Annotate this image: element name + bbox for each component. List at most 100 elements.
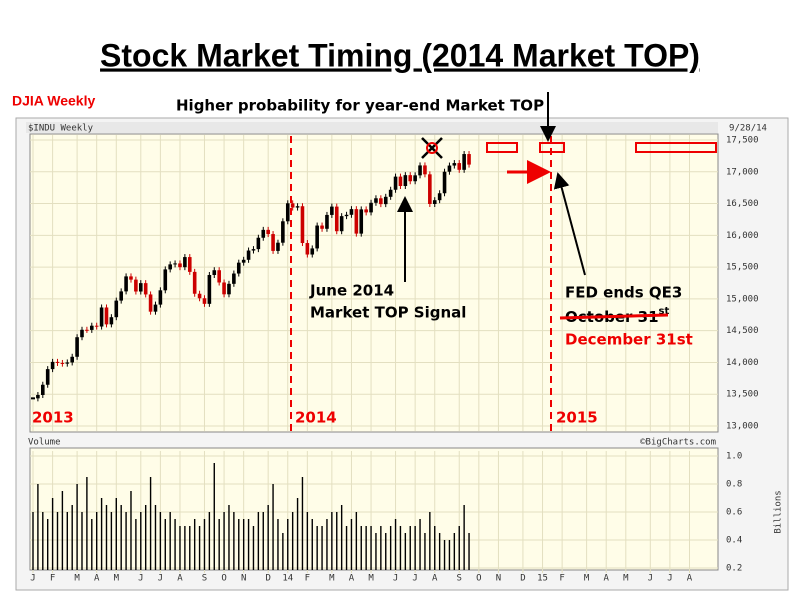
candle xyxy=(202,298,207,304)
candle xyxy=(168,264,172,270)
annotation: FED ends QE3 xyxy=(565,284,682,302)
volume-bar xyxy=(296,498,299,570)
y-tick-label: 13,500 xyxy=(726,390,759,400)
x-tick-label: N xyxy=(241,574,246,584)
x-tick-label: D xyxy=(520,574,525,584)
volume-bar xyxy=(125,512,127,570)
volume-bar xyxy=(203,519,206,570)
volume-bar xyxy=(100,498,103,570)
volume-bar xyxy=(282,533,284,570)
volume-bar xyxy=(46,519,49,570)
arrow xyxy=(553,172,586,276)
candle xyxy=(388,189,393,197)
volume-bar xyxy=(189,526,191,570)
candle xyxy=(119,291,123,301)
candle xyxy=(310,248,315,255)
candle xyxy=(236,262,241,274)
x-tick-label: J xyxy=(648,574,653,584)
volume-bar xyxy=(419,519,421,570)
highlight-box xyxy=(539,142,565,153)
candle xyxy=(344,214,349,217)
candle xyxy=(383,196,388,205)
candle xyxy=(285,203,290,222)
candle xyxy=(183,257,187,268)
x-tick-label: M xyxy=(74,574,80,584)
y-tick-label: 0.6 xyxy=(726,508,742,518)
volume-bar xyxy=(169,512,171,570)
candle xyxy=(428,174,432,205)
candle xyxy=(232,273,236,284)
x-tick-label: D xyxy=(265,574,270,584)
x-tick-label: A xyxy=(432,574,438,584)
candle xyxy=(437,193,442,201)
volume-bar xyxy=(350,519,353,570)
volume-bar xyxy=(316,526,318,570)
volume-bar xyxy=(326,519,328,570)
y-tick-label: 15,500 xyxy=(726,263,759,273)
candle xyxy=(65,362,70,364)
candle xyxy=(163,269,168,291)
volume-bar xyxy=(242,519,245,570)
candle xyxy=(197,293,202,299)
x-tick-label: J xyxy=(393,574,398,584)
candle xyxy=(55,361,60,363)
x-tick-label: 14 xyxy=(282,574,293,584)
volume-bar xyxy=(154,505,157,570)
volume-bar xyxy=(468,533,470,570)
volume-bar xyxy=(115,498,117,570)
volume-bar xyxy=(443,540,446,570)
candle xyxy=(300,206,305,244)
x-tick-label: M xyxy=(584,574,590,584)
volume-bar xyxy=(174,519,176,570)
candle xyxy=(241,259,246,263)
y-tick-label: 0.8 xyxy=(726,480,742,490)
annotation: Market TOP Signal xyxy=(310,304,466,322)
candle xyxy=(325,214,329,229)
x-tick-label: J xyxy=(158,574,163,584)
volume-bar xyxy=(424,533,426,570)
x-tick-label: F xyxy=(50,574,55,584)
candle xyxy=(178,263,182,268)
candle xyxy=(295,206,300,208)
volume-bar xyxy=(61,491,64,570)
candle xyxy=(276,242,280,251)
strike xyxy=(559,313,669,320)
candle xyxy=(153,304,158,312)
volume-bar xyxy=(144,505,147,570)
candle xyxy=(447,165,452,172)
header-strip xyxy=(26,122,718,133)
volume-bar xyxy=(257,512,260,570)
candle xyxy=(143,283,148,295)
volume-bar xyxy=(56,512,59,570)
y-tick-label: 15,000 xyxy=(726,294,759,304)
y-tick-label: 17,000 xyxy=(726,167,759,177)
volume-bar xyxy=(86,477,88,570)
candle xyxy=(290,203,295,208)
volume-bar xyxy=(267,505,269,570)
candle xyxy=(114,300,119,318)
plot: 13,000 13,500 14,000 14,500 15,000 15,500 16,0… xyxy=(30,135,759,584)
candle xyxy=(281,221,285,243)
volume-bar xyxy=(71,505,73,570)
volume-axis-title: Billions xyxy=(774,490,784,533)
volume-bar xyxy=(277,519,279,570)
volume-bar xyxy=(448,540,451,570)
candle xyxy=(452,163,457,166)
annotation: June 2014 xyxy=(309,282,394,300)
volume-bar xyxy=(81,512,83,570)
candle xyxy=(432,200,437,205)
volume-bar xyxy=(385,533,387,570)
volume-bar xyxy=(399,526,402,570)
candle xyxy=(217,270,221,283)
volume-bar xyxy=(247,519,250,570)
y-tick-label: 13,000 xyxy=(726,422,759,432)
volume-bar xyxy=(228,505,230,570)
volume-bar xyxy=(291,512,294,570)
candle xyxy=(467,154,471,165)
volume-bar xyxy=(91,519,93,570)
candle xyxy=(330,206,334,215)
candle xyxy=(271,234,275,251)
x-tick-label: M xyxy=(329,574,335,584)
volume-bar xyxy=(355,512,358,570)
x-tick-label: J xyxy=(667,574,672,584)
